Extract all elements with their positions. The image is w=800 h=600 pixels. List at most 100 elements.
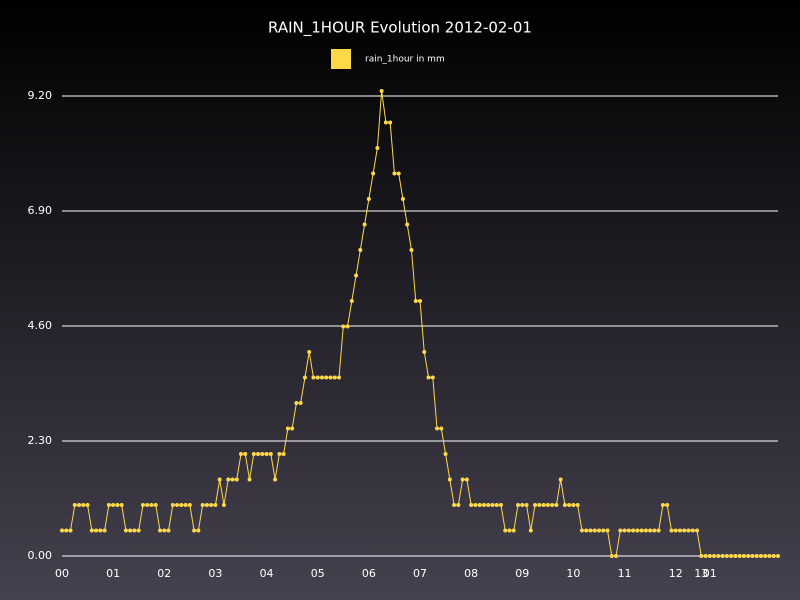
data-point: [136, 528, 141, 533]
data-point: [763, 554, 768, 558]
data-point: [682, 528, 687, 533]
data-point: [584, 528, 589, 533]
data-point: [464, 477, 469, 482]
data-point: [405, 222, 410, 227]
data-point: [562, 503, 567, 507]
data-point: [720, 554, 725, 558]
y-tick-label: 6.90: [28, 204, 53, 217]
data-point: [690, 528, 695, 533]
data-point: [737, 554, 742, 558]
data-point: [430, 375, 435, 380]
data-point: [64, 528, 69, 533]
data-point: [166, 528, 171, 533]
data-point: [409, 248, 414, 252]
data-point: [230, 477, 235, 482]
data-point: [94, 528, 99, 533]
data-point: [498, 503, 503, 507]
data-point: [285, 426, 290, 431]
data-point: [324, 375, 329, 380]
data-point: [341, 324, 346, 329]
data-point: [537, 503, 542, 507]
data-point: [221, 503, 226, 507]
data-point: [635, 528, 640, 533]
data-point: [452, 503, 457, 507]
data-point: [213, 503, 218, 507]
data-point: [695, 528, 700, 533]
data-point: [618, 528, 623, 533]
data-point: [77, 503, 82, 507]
data-point: [251, 452, 256, 456]
data-point: [170, 503, 175, 507]
data-point: [354, 273, 359, 278]
data-point: [106, 503, 111, 507]
y-tick-label: 2.30: [28, 434, 53, 447]
data-point: [609, 554, 614, 558]
data-point: [758, 554, 763, 558]
plot: 0.00 2.30 4.60 6.90 9.20 00 01 02 03 04 05 06 07 08 09…: [28, 49, 780, 580]
data-point: [153, 503, 158, 507]
data-point: [111, 503, 116, 507]
data-point: [396, 171, 401, 176]
data-point: [128, 528, 133, 533]
data-point: [183, 503, 188, 507]
y-tick-label: 4.60: [28, 319, 53, 332]
data-point: [277, 452, 282, 456]
data-point: [383, 120, 388, 125]
data-point: [140, 503, 145, 507]
data-point: [597, 528, 601, 533]
data-point: [264, 452, 269, 456]
x-tick-label: 01: [106, 567, 120, 580]
data-point: [349, 299, 354, 303]
data-point: [145, 503, 150, 507]
data-point: [776, 554, 780, 558]
x-tick-label: 01: [703, 567, 717, 580]
data-point: [571, 503, 576, 507]
data-point: [328, 375, 333, 380]
data-point: [294, 401, 299, 405]
data-point: [673, 528, 678, 533]
data-point: [115, 503, 120, 507]
data-point: [319, 375, 324, 380]
data-point: [102, 528, 107, 533]
data-point: [579, 528, 584, 533]
data-point: [375, 146, 380, 150]
data-point: [158, 528, 163, 533]
data-point: [729, 554, 734, 558]
data-point: [332, 375, 337, 380]
data-point: [733, 554, 738, 558]
data-point: [520, 503, 525, 507]
data-point: [311, 375, 316, 380]
data-point: [575, 503, 580, 507]
data-point: [550, 503, 555, 507]
data-point: [541, 503, 546, 507]
data-point: [119, 503, 124, 507]
x-tick-label: 03: [208, 567, 222, 580]
data-point: [392, 171, 397, 176]
data-point: [511, 528, 516, 533]
data-point: [247, 477, 252, 482]
legend-label: rain_1hour in mm: [365, 55, 445, 65]
data-point: [703, 554, 708, 558]
data-point: [456, 503, 461, 507]
data-point: [123, 528, 128, 533]
data-point: [746, 554, 751, 558]
data-point: [256, 452, 261, 456]
data-point: [699, 554, 704, 558]
data-point: [767, 554, 772, 558]
data-point: [660, 503, 665, 507]
data-point: [260, 452, 265, 456]
data-point: [554, 503, 559, 507]
data-point: [192, 528, 197, 533]
data-point: [648, 528, 653, 533]
x-tick-label: 11: [618, 567, 632, 580]
x-tick-label: 09: [515, 567, 529, 580]
legend-swatch: [331, 49, 351, 69]
data-point: [60, 528, 64, 533]
data-point: [435, 426, 440, 431]
data-point: [490, 503, 495, 507]
data-point: [418, 299, 422, 303]
data-point: [315, 375, 320, 380]
data-point: [290, 426, 295, 431]
data-point: [439, 426, 444, 431]
